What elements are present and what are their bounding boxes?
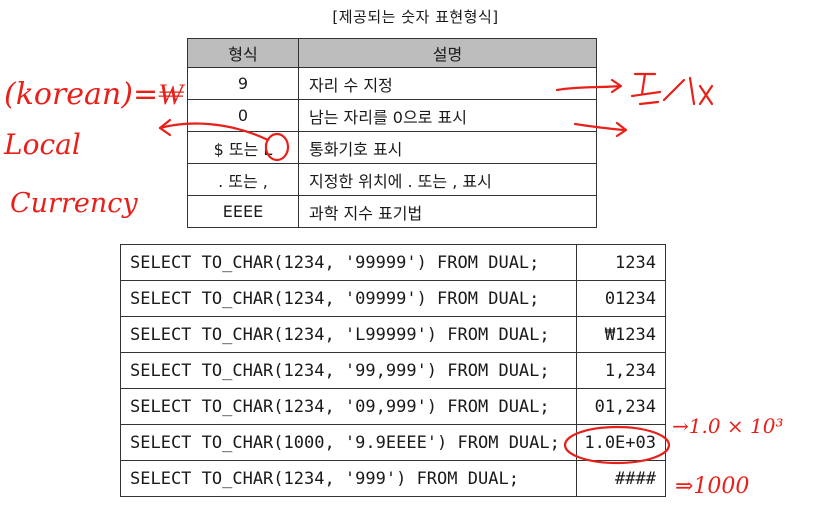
annotation-result-note: ⇒1000: [675, 474, 749, 499]
format-cell: EEEE: [187, 195, 299, 228]
annotation-korean: (korean)=₩: [4, 77, 186, 112]
description-cell: 과학 지수 표기법: [298, 195, 597, 228]
examples-table: SELECT TO_CHAR(1234, '99999') FROM DUAL;…: [120, 244, 666, 497]
arrowhead-local-icon: [158, 118, 172, 137]
annotation-exponent-note: →1.0 × 10³: [672, 414, 784, 438]
annotation-currency: Currency: [10, 188, 138, 219]
query-cell: SELECT TO_CHAR(1234, '99,999') FROM DUAL…: [120, 352, 577, 389]
format-row: 9 자리 수 지정: [187, 67, 597, 100]
query-cell: SELECT TO_CHAR(1234, '09,999') FROM DUAL…: [120, 388, 577, 425]
result-cell: 01,234: [576, 388, 666, 425]
format-cell: . 또는 ,: [187, 163, 299, 196]
result-cell: ₩1234: [576, 316, 666, 353]
query-cell: SELECT TO_CHAR(1234, '999') FROM DUAL;: [120, 460, 577, 497]
format-row: . 또는 , 지정한 위치에 . 또는 , 표시: [187, 163, 597, 196]
example-row: SELECT TO_CHAR(1234, '09999') FROM DUAL;…: [120, 280, 666, 317]
format-row: 0 남는 자리를 0으로 표시: [187, 99, 597, 132]
circle-mark-l: [264, 132, 290, 162]
annotation-local: Local: [3, 128, 81, 161]
arrow-right-icon: [573, 122, 627, 132]
result-cell: 1.0E+03: [576, 424, 666, 461]
format-table-header: 형식 설명: [187, 38, 597, 68]
format-row: EEEE 과학 지수 표기법: [187, 195, 597, 228]
header-description: 설명: [298, 38, 597, 68]
description-cell: 자리 수 지정: [298, 67, 597, 100]
arrowhead-right-icon: [615, 121, 628, 138]
query-cell: SELECT TO_CHAR(1234, '09999') FROM DUAL;: [120, 280, 577, 317]
example-row: SELECT TO_CHAR(1234, '99999') FROM DUAL;…: [120, 244, 666, 281]
result-cell: ####: [576, 460, 666, 497]
format-table: 형식 설명 9 자리 수 지정 0 남는 자리를 0으로 표시 $ 또는 L 통…: [187, 38, 597, 228]
result-cell: 1234: [576, 244, 666, 281]
result-cell: 1,234: [576, 352, 666, 389]
example-row: SELECT TO_CHAR(1234, '999') FROM DUAL; #…: [120, 460, 666, 497]
description-cell: 남는 자리를 0으로 표시: [298, 99, 597, 132]
example-row: SELECT TO_CHAR(1234, '09,999') FROM DUAL…: [120, 388, 666, 425]
format-cell: 0: [187, 99, 299, 132]
handwriting-scribble-icon: [630, 72, 714, 106]
circle-mark-result: [563, 425, 671, 465]
example-row: SELECT TO_CHAR(1234, '99,999') FROM DUAL…: [120, 352, 666, 389]
page-caption: [제공되는 숫자 표현형식]: [332, 8, 499, 26]
arrow-to-local-icon: [158, 122, 270, 142]
example-row: SELECT TO_CHAR(1234, 'L99999') FROM DUAL…: [120, 316, 666, 353]
arrow-right-icon: [555, 84, 622, 92]
result-cell: 01234: [576, 280, 666, 317]
query-cell: SELECT TO_CHAR(1234, '99999') FROM DUAL;: [120, 244, 577, 281]
query-cell: SELECT TO_CHAR(1234, 'L99999') FROM DUAL…: [120, 316, 577, 353]
arrowhead-right-icon: [610, 78, 623, 94]
